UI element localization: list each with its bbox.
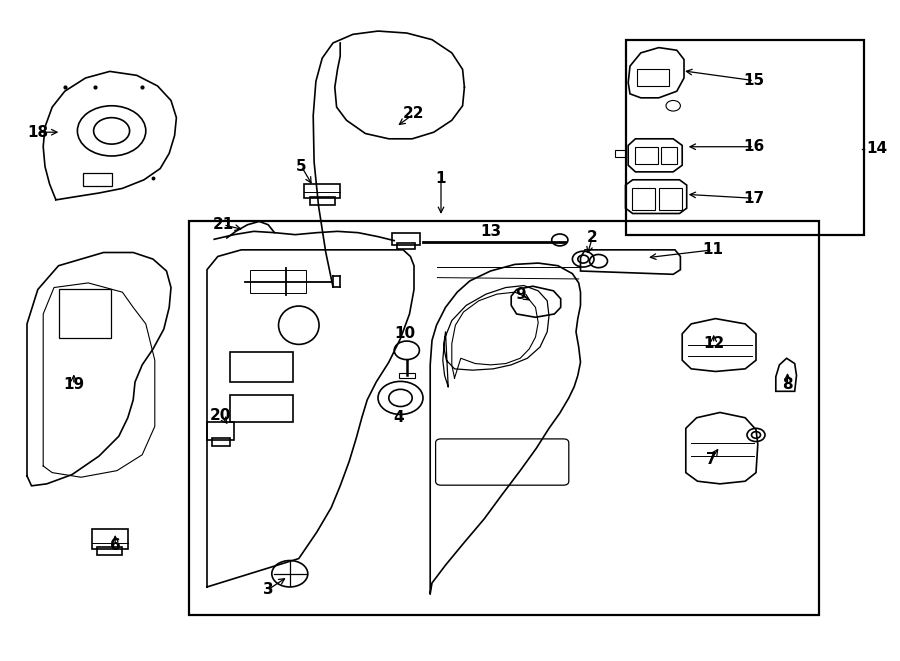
Bar	[310, 197, 335, 205]
Bar	[397, 243, 415, 249]
Bar	[304, 184, 340, 198]
Bar	[212, 438, 230, 446]
Bar	[230, 352, 292, 382]
Text: 4: 4	[393, 410, 404, 425]
Text: 19: 19	[63, 377, 85, 392]
Bar	[83, 173, 112, 186]
Bar	[635, 147, 658, 164]
Text: 16: 16	[743, 139, 765, 154]
Text: 15: 15	[743, 73, 765, 88]
Text: 21: 21	[212, 217, 234, 232]
Text: 1: 1	[436, 171, 446, 186]
Bar	[659, 188, 682, 210]
Text: 10: 10	[394, 326, 416, 340]
Bar	[632, 188, 655, 210]
Bar	[399, 373, 415, 378]
Bar	[189, 221, 819, 615]
Text: 11: 11	[702, 243, 724, 257]
Text: 9: 9	[515, 287, 526, 301]
Bar	[230, 395, 292, 422]
Text: 7: 7	[706, 452, 716, 467]
Text: 14: 14	[867, 141, 887, 156]
Bar	[626, 40, 864, 235]
Bar	[207, 422, 234, 440]
Bar	[661, 147, 677, 164]
Text: 3: 3	[263, 582, 274, 597]
Bar	[250, 270, 306, 293]
Text: 5: 5	[296, 159, 307, 174]
Text: 12: 12	[703, 336, 724, 351]
Text: 20: 20	[210, 408, 231, 422]
Bar	[637, 69, 669, 86]
Text: 18: 18	[27, 125, 49, 139]
Bar	[92, 529, 128, 549]
Text: 13: 13	[480, 224, 501, 239]
Text: 8: 8	[782, 377, 793, 392]
Text: 17: 17	[743, 191, 765, 206]
Bar	[97, 547, 122, 555]
Text: 22: 22	[403, 106, 425, 121]
Bar	[615, 150, 626, 157]
Text: 6: 6	[110, 538, 121, 553]
Text: 2: 2	[587, 231, 598, 245]
Bar	[392, 233, 420, 245]
Bar	[58, 289, 111, 338]
